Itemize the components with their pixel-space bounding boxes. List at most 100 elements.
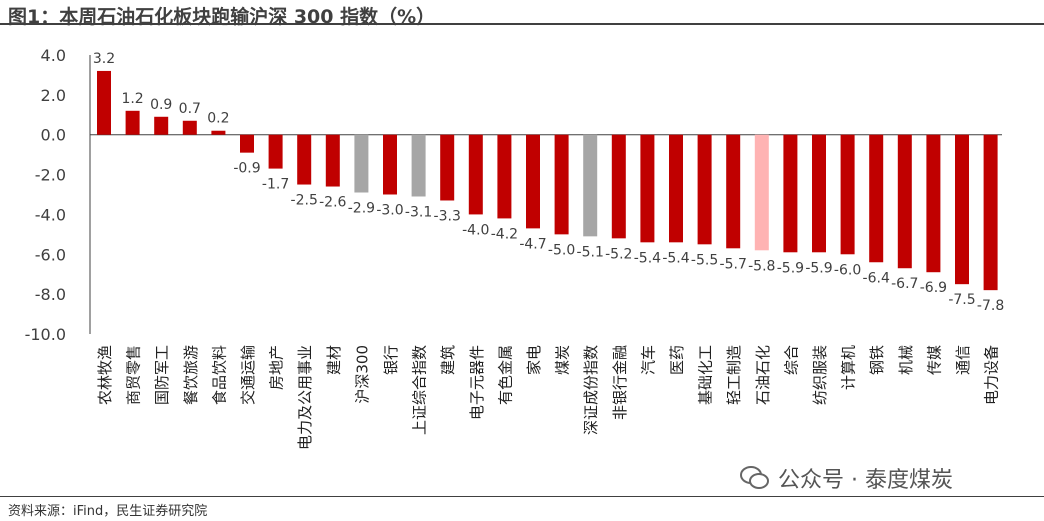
data-label: -5.1 xyxy=(577,244,604,260)
bar xyxy=(97,70,111,135)
data-label: -5.0 xyxy=(548,242,575,258)
category-label: 建材 xyxy=(325,345,343,375)
bar xyxy=(983,134,998,291)
data-label: -3.3 xyxy=(434,208,461,224)
data-label: -2.5 xyxy=(291,193,318,209)
category-label: 房地产 xyxy=(268,345,286,390)
category-label: 医药 xyxy=(668,345,686,375)
bar xyxy=(383,134,397,195)
data-label: -6.7 xyxy=(891,276,918,292)
bar xyxy=(440,134,455,201)
category-label: 交通运输 xyxy=(239,345,257,405)
category-label: 上证综合指数 xyxy=(411,345,429,435)
bar xyxy=(554,134,569,235)
watermark-text: 公众号 · 泰度煤炭 xyxy=(778,468,953,493)
category-label: 深证成份指数 xyxy=(582,345,600,435)
data-label: -5.7 xyxy=(720,256,747,272)
bar xyxy=(754,134,769,251)
bar xyxy=(897,134,912,269)
category-label: 电力设备 xyxy=(983,345,1001,405)
y-tick-label: 2.0 xyxy=(41,86,66,105)
bar xyxy=(468,134,483,215)
data-label: 0.9 xyxy=(150,97,172,113)
data-label: -4.2 xyxy=(491,226,518,242)
bar xyxy=(583,134,598,237)
category-label: 农林牧渔 xyxy=(96,345,114,405)
bar xyxy=(955,134,969,285)
bar xyxy=(669,134,683,243)
data-label: -1.7 xyxy=(262,177,289,193)
category-label: 机械 xyxy=(897,345,915,375)
bar xyxy=(297,134,312,185)
bar xyxy=(354,134,369,193)
data-label: -6.0 xyxy=(834,262,861,278)
y-tick-label: -6.0 xyxy=(35,245,66,264)
category-label: 钢铁 xyxy=(868,345,886,375)
bar xyxy=(526,134,540,229)
y-tick-label: 4.0 xyxy=(41,46,66,65)
data-label: -0.9 xyxy=(233,161,260,177)
data-label: 3.2 xyxy=(93,51,115,67)
category-label: 国防军工 xyxy=(153,345,171,405)
bar xyxy=(726,134,741,249)
bar xyxy=(125,110,140,135)
bar xyxy=(154,116,169,135)
category-label: 综合 xyxy=(782,345,800,375)
y-tick-label: 0.0 xyxy=(41,126,66,145)
data-label: -5.8 xyxy=(748,258,775,274)
category-label: 通信 xyxy=(954,345,972,375)
category-label: 计算机 xyxy=(840,345,858,390)
bar xyxy=(812,134,826,253)
category-label: 餐饮旅游 xyxy=(182,345,200,405)
data-label: -2.9 xyxy=(348,201,375,217)
category-label: 有色金属 xyxy=(496,345,514,405)
data-label: -6.9 xyxy=(920,280,947,296)
bar xyxy=(268,134,283,169)
data-label: -4.0 xyxy=(462,222,489,238)
category-label: 食品饮料 xyxy=(210,345,228,405)
bar xyxy=(840,134,855,255)
bar xyxy=(697,134,712,245)
data-label: -6.4 xyxy=(863,270,890,286)
data-label: -2.6 xyxy=(319,195,346,211)
y-tick-label: -4.0 xyxy=(35,205,66,224)
bar xyxy=(182,120,197,135)
data-label: 0.7 xyxy=(179,101,201,117)
footer-divider xyxy=(0,496,1044,497)
category-label: 建筑 xyxy=(439,345,457,375)
category-label: 汽车 xyxy=(639,345,657,375)
bar-chart: 4.0 2.0 0.0 -2.0 -4.0 -6.0 -8.0 -10.0 3.2 农林牧渔 1.2… xyxy=(25,46,1005,450)
data-label: -5.4 xyxy=(662,250,689,266)
category-label: 电子元器件 xyxy=(468,345,486,420)
category-label: 沪深300 xyxy=(353,345,371,404)
category-label: 传媒 xyxy=(925,345,943,375)
wechat-icon xyxy=(740,466,769,489)
y-tick-label: -2.0 xyxy=(35,166,66,185)
category-label: 商贸零售 xyxy=(125,345,143,405)
bar xyxy=(497,134,512,219)
data-label: -5.2 xyxy=(605,246,632,262)
bar xyxy=(640,134,655,243)
y-tick-label: -8.0 xyxy=(35,285,66,304)
data-label: -3.0 xyxy=(376,203,403,219)
y-tick-label: -10.0 xyxy=(25,325,66,344)
bar xyxy=(611,134,626,239)
bar xyxy=(411,134,426,197)
category-label: 非银行金融 xyxy=(611,345,629,420)
data-label: -5.5 xyxy=(691,252,718,268)
bar xyxy=(783,134,798,253)
data-label: -5.9 xyxy=(777,260,804,276)
bar xyxy=(211,130,226,135)
bar xyxy=(240,134,254,153)
category-label: 轻工制造 xyxy=(725,345,743,405)
category-label: 石油石化 xyxy=(754,345,772,405)
data-label: -7.5 xyxy=(948,292,975,308)
bar xyxy=(325,134,340,187)
category-label: 基础化工 xyxy=(697,345,715,405)
data-label: 1.2 xyxy=(121,91,143,107)
data-label: -5.4 xyxy=(634,250,661,266)
data-label: -3.1 xyxy=(405,204,432,220)
source-note: 资料来源：iFind，民生证券研究院 xyxy=(8,504,208,519)
title-divider xyxy=(0,23,1044,25)
bar xyxy=(869,134,884,263)
